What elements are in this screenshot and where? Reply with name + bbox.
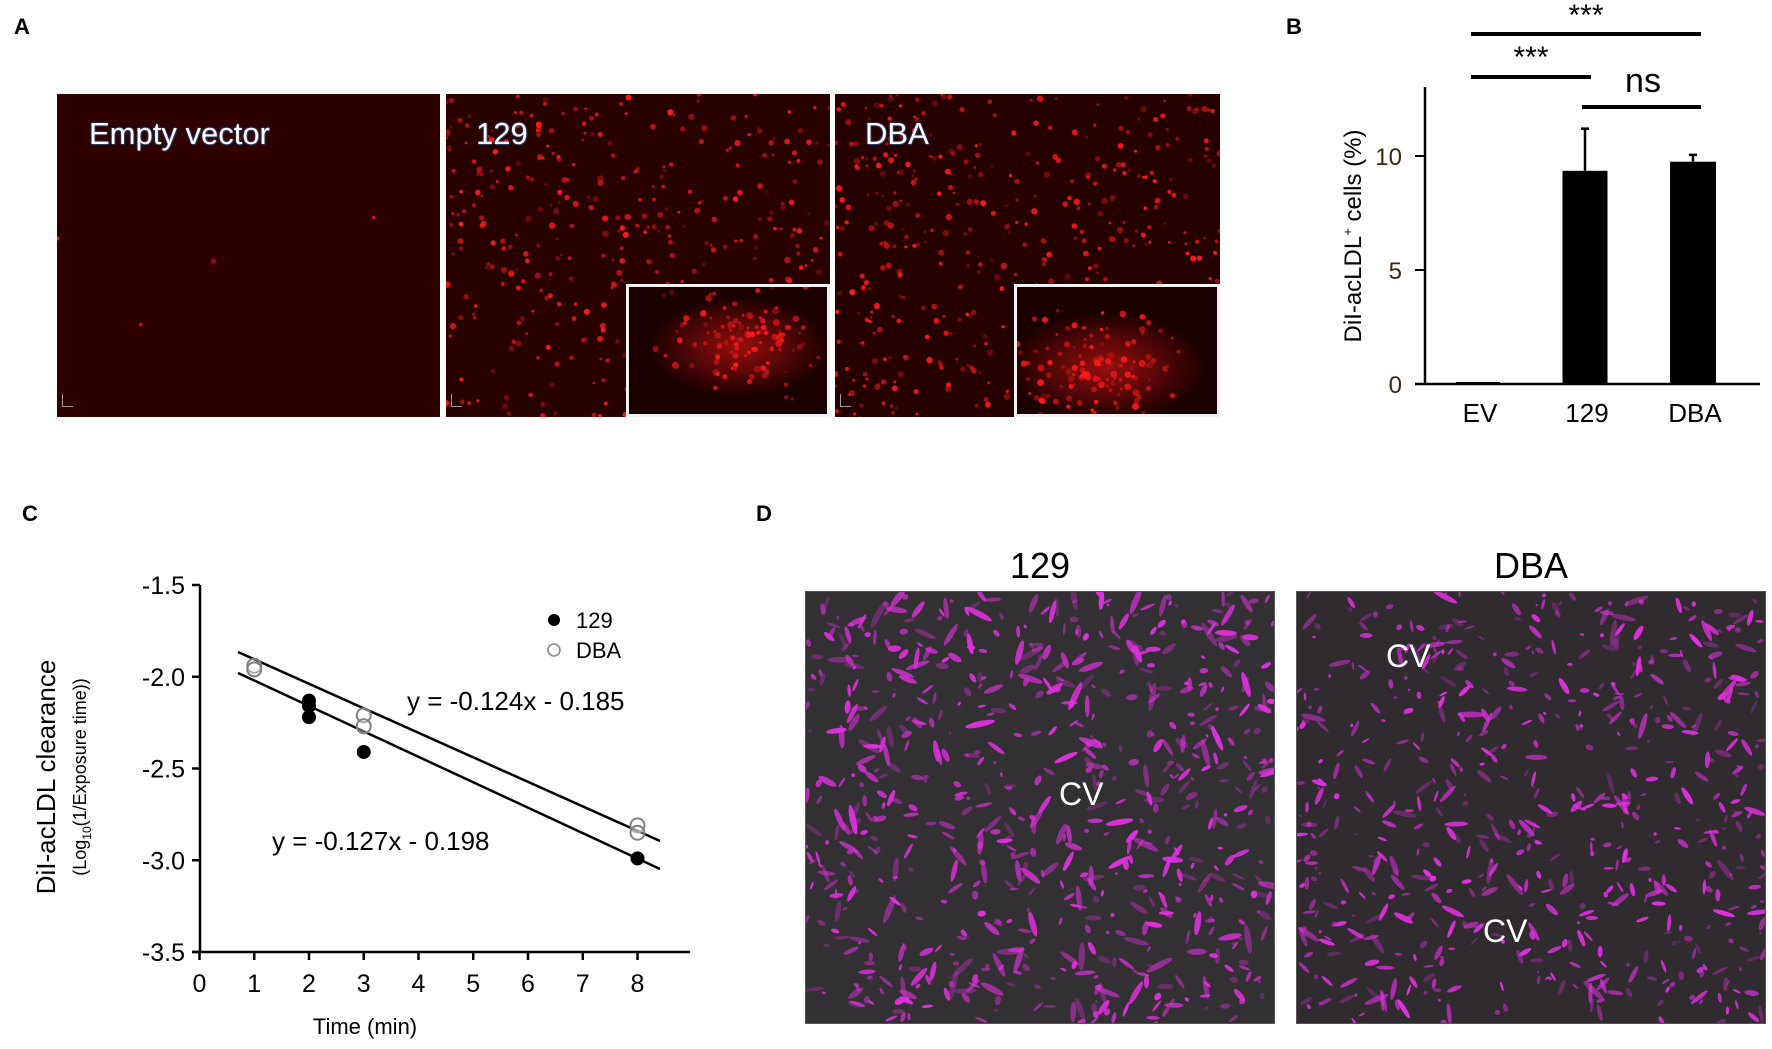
x-tick-label: 7	[576, 970, 590, 998]
cv-label: CV	[1483, 913, 1528, 949]
y-ticks: 0 5 10	[1375, 144, 1425, 399]
scale-bar	[451, 394, 462, 407]
data-point-dba	[629, 824, 646, 841]
y-tick-label: -1.5	[142, 572, 185, 600]
data-point-129	[630, 851, 645, 866]
fit-equation-dba: y = -0.124x - 0.185	[407, 686, 625, 716]
x-tick-label: 0	[193, 970, 207, 998]
significance-brackets: *** *** ns	[1471, 0, 1701, 109]
legend-dba: DBA	[576, 638, 622, 663]
data-point-129	[302, 710, 316, 725]
data-point-dba	[246, 661, 263, 678]
sig-label-ev-129: ***	[1513, 41, 1548, 74]
fit-equation-129: y = -0.127x - 0.198	[272, 826, 490, 856]
cv-label: CV	[1386, 638, 1431, 674]
micrograph-inset-dba	[1014, 284, 1220, 417]
scale-bar	[62, 394, 73, 407]
d-title-dba: DBA	[1493, 545, 1569, 586]
x-tick-label: 129	[1565, 398, 1608, 428]
legend-129: 129	[576, 608, 613, 633]
micrograph-texture	[1017, 287, 1217, 414]
sig-label-129-dba: ns	[1625, 62, 1661, 100]
micrograph-129: 129	[446, 94, 830, 417]
cv-label: CV	[1059, 776, 1104, 812]
x-tick-label: 6	[521, 970, 535, 998]
x-tick-label: 1	[247, 970, 261, 998]
micrograph-texture	[629, 287, 827, 414]
y-tick-label: 5	[1389, 258, 1402, 285]
sig-label-ev-dba: ***	[1568, 0, 1603, 32]
micrograph-empty-vector: Empty vector	[57, 94, 440, 417]
y-axis-label: DiI-acLDL+ cells (%)	[1340, 130, 1367, 343]
x-axis-label: Time (min)	[313, 1014, 417, 1039]
x-tick-label: DBA	[1668, 398, 1722, 428]
data-points	[246, 657, 646, 866]
panel-letter-a: A	[14, 14, 30, 39]
x-tick-label: EV	[1463, 398, 1498, 428]
legend: 129 DBA	[547, 608, 622, 663]
micrograph-label: 129	[476, 116, 528, 151]
micrograph-label: Empty vector	[89, 116, 270, 151]
bar-chart-b: *** *** ns 0 5 10 EV 129 DBA DiI-acLDL+ cell…	[1340, 0, 1760, 428]
panel-letter-b: B	[1286, 14, 1302, 39]
x-tick-label: 3	[357, 970, 371, 998]
x-tick-label: 5	[466, 970, 480, 998]
y-tick-label: -2.0	[142, 664, 185, 692]
panel-letter-c: C	[22, 501, 38, 526]
y-tick-label: -3.5	[142, 939, 185, 967]
bar-129	[1562, 170, 1608, 384]
data-point-129	[356, 744, 371, 759]
micrograph-texture	[57, 94, 440, 417]
liver-section-dba: CV CV	[1296, 591, 1766, 1024]
data-point-129	[302, 699, 316, 714]
data-point-dba	[355, 707, 372, 724]
y-tick-label: -2.5	[142, 756, 185, 784]
y-tick-label: 0	[1389, 372, 1402, 399]
d-title-129: 129	[1009, 545, 1071, 586]
x-tick-label: 2	[302, 970, 316, 998]
y-tick-label: -3.0	[142, 847, 185, 875]
y-tick-label: 10	[1375, 144, 1402, 171]
bar-ev	[1456, 382, 1500, 384]
liver-section-129: CV	[805, 591, 1275, 1024]
panel-letter-d: D	[756, 501, 772, 526]
micrograph-dba: DBA	[835, 94, 1220, 417]
axes: -1.5 -2.0 -2.5 -3.0 -3.5 0 1 2 3 4 5 6 7 8	[142, 572, 690, 998]
bar-dba	[1670, 161, 1716, 384]
y-axis-label-sub: (Log10(1/Exposure time))	[70, 678, 94, 875]
x-tick-labels: EV 129 DBA	[1463, 398, 1723, 428]
x-tick-label: 8	[631, 970, 645, 998]
micrograph-texture	[806, 592, 1274, 1023]
micrograph-label: DBA	[865, 116, 929, 151]
data-point-dba	[355, 718, 372, 735]
fit-line-dba	[237, 650, 661, 843]
scatter-chart-c: -1.5 -2.0 -2.5 -3.0 -3.5 0 1 2 3 4 5 6 7 8 y = -0.124…	[31, 572, 690, 1039]
scale-bar	[840, 394, 851, 407]
micrograph-inset-129	[626, 284, 830, 417]
bars	[1456, 127, 1716, 384]
micrograph-texture	[1297, 592, 1765, 1023]
x-tick-label: 4	[412, 970, 426, 998]
y-axis-label: DiI-acLDL clearance	[31, 660, 61, 895]
